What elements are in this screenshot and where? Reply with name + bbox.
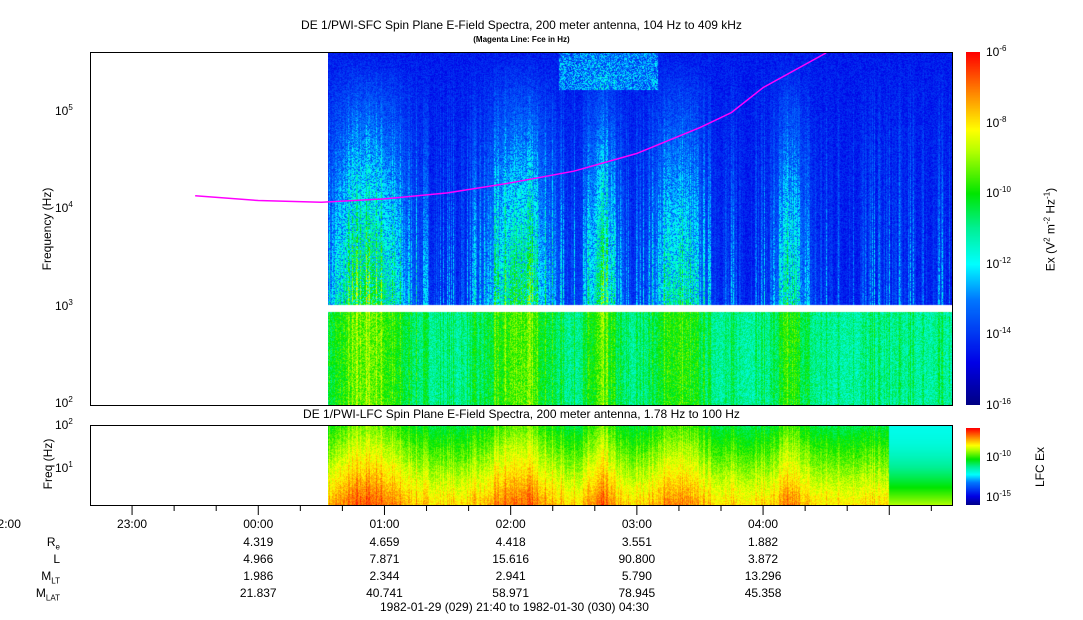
orbit-value: 45.358 bbox=[744, 586, 782, 600]
lfc-ytick-label: 101 bbox=[55, 460, 73, 475]
time-tick-label: 00:00 bbox=[243, 517, 274, 531]
orbit-row-label: MLT bbox=[41, 569, 60, 586]
orbit-row-label: L bbox=[53, 552, 60, 566]
sfc-colorbar-tick: 10-16 bbox=[986, 397, 1011, 412]
sfc-ytick-label: 102 bbox=[55, 395, 73, 410]
lfc-colorbar bbox=[966, 428, 980, 505]
time-axis-ticks bbox=[131, 505, 932, 515]
orbit-value: 13.296 bbox=[744, 569, 782, 583]
lfc-colorbar-tick: 10-15 bbox=[986, 489, 1011, 504]
sfc-colorbar-tick: 10-14 bbox=[986, 326, 1011, 342]
lfc-title: DE 1/PWI-LFC Spin Plane E-Field Spectra,… bbox=[303, 407, 740, 421]
lfc-ylabel: Freq (Hz) bbox=[41, 438, 55, 490]
orbit-value: 4.319 bbox=[243, 535, 274, 549]
orbit-value: 2.344 bbox=[369, 569, 400, 583]
sfc-colorbar-tick: 10-10 bbox=[986, 185, 1011, 201]
time-tick-label: 04:00 bbox=[748, 517, 779, 531]
orbit-value: 15.616 bbox=[492, 552, 529, 566]
orbit-row-label: Re bbox=[46, 535, 60, 552]
fce-line bbox=[195, 52, 827, 204]
orbit-value: 4.659 bbox=[369, 535, 400, 549]
orbit-value: 3.872 bbox=[748, 552, 779, 566]
orbit-value: 4.418 bbox=[495, 535, 526, 549]
orbit-value: 1.882 bbox=[748, 535, 779, 549]
sfc-colorbar-tick: 10-8 bbox=[986, 114, 1007, 130]
orbit-value: 40.741 bbox=[366, 586, 403, 600]
lfc-ytick-label: 102 bbox=[55, 417, 73, 432]
sfc-plot-frame bbox=[90, 52, 953, 406]
orbit-value: 78.945 bbox=[618, 586, 656, 600]
orbit-value: 58.971 bbox=[492, 586, 529, 600]
sfc-spectrogram bbox=[328, 52, 952, 405]
orbit-row-label: MLAT bbox=[35, 586, 60, 603]
lfc-plot-frame bbox=[90, 425, 953, 506]
lfc-colorbar-tick: 10-10 bbox=[986, 449, 1011, 464]
orbit-value: 1.986 bbox=[243, 569, 274, 583]
sfc-colorbar-tick: 10-12 bbox=[986, 255, 1011, 271]
sfc-ylabel: Frequency (Hz) bbox=[40, 187, 54, 271]
orbit-value: 5.790 bbox=[621, 569, 652, 583]
sfc-ytick-label: 104 bbox=[55, 200, 73, 215]
time-tick-label: 02:00 bbox=[495, 517, 526, 531]
time-tick-label: 03:00 bbox=[621, 517, 652, 531]
orbit-value: 21.837 bbox=[239, 586, 277, 600]
time-tick-label: 22:00 bbox=[0, 517, 21, 531]
orbit-value: 3.551 bbox=[621, 535, 652, 549]
orbit-value: 90.800 bbox=[618, 552, 656, 566]
fce-polyline bbox=[195, 52, 827, 204]
date-range: 1982-01-29 (029) 21:40 to 1982-01-30 (03… bbox=[380, 600, 649, 614]
sfc-title: DE 1/PWI-SFC Spin Plane E-Field Spectra,… bbox=[301, 18, 742, 32]
orbit-value: 4.966 bbox=[243, 552, 274, 566]
sfc-colorbar-tick: 10-6 bbox=[986, 44, 1007, 59]
lfc-colorbar-label: LFC Ex bbox=[1033, 447, 1047, 488]
orbit-value: 7.871 bbox=[369, 552, 400, 566]
sfc-colorbar-label: Ex (V2 m-2 Hz-1) bbox=[1042, 187, 1058, 272]
sfc-ytick-label: 103 bbox=[55, 297, 73, 313]
orbit-value: 2.941 bbox=[495, 569, 526, 583]
sfc-colorbar bbox=[966, 52, 980, 405]
sfc-subtitle: (Magenta Line: Fce in Hz) bbox=[473, 35, 570, 44]
sfc-ytick-label: 105 bbox=[55, 102, 73, 118]
time-tick-label: 23:00 bbox=[117, 517, 148, 531]
lfc-spectrogram bbox=[328, 425, 952, 505]
time-tick-label: 01:00 bbox=[369, 517, 400, 531]
